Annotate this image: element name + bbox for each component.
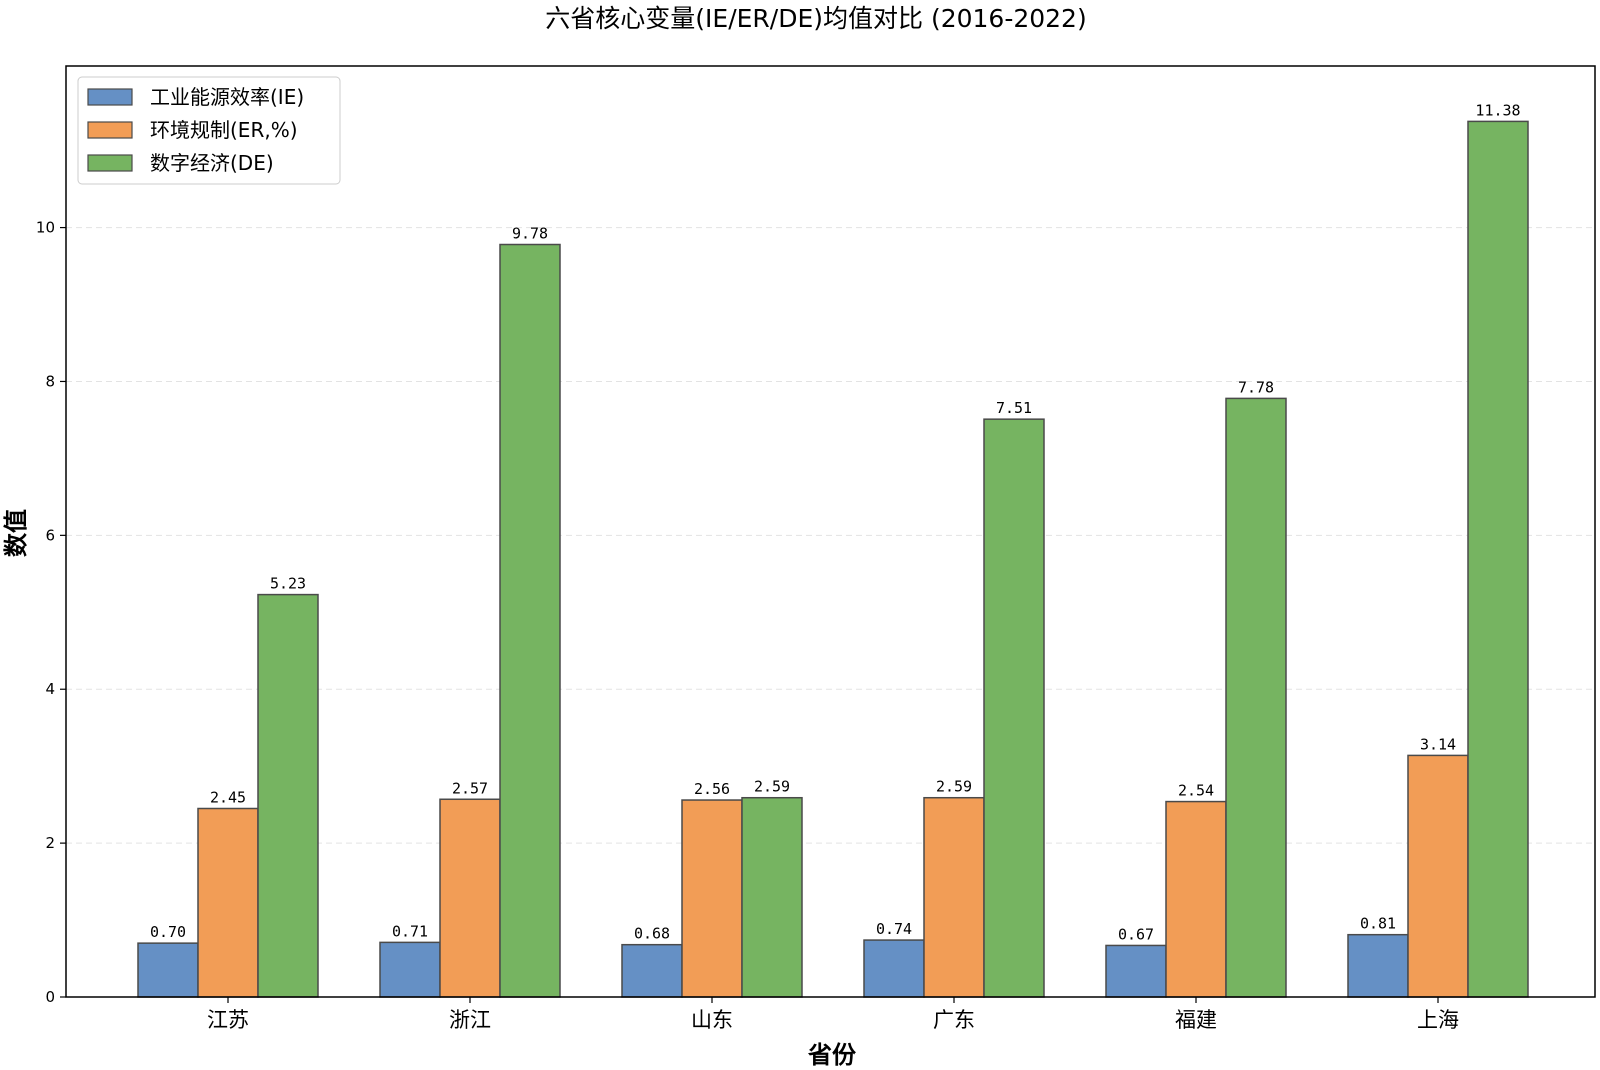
bar-value-label: 2.56 bbox=[694, 780, 730, 798]
bar bbox=[499, 243, 561, 998]
y-tick-label: 4 bbox=[45, 680, 55, 698]
bar bbox=[137, 942, 199, 998]
bar-value-label: 0.68 bbox=[634, 925, 670, 943]
y-tick-label: 8 bbox=[45, 372, 55, 390]
bar-value-label: 0.67 bbox=[1118, 925, 1154, 943]
gridlines bbox=[66, 227, 1595, 844]
legend-swatch bbox=[87, 154, 133, 172]
x-tick-label: 福建 bbox=[1175, 1008, 1217, 1032]
bar bbox=[1225, 397, 1287, 998]
bar bbox=[1165, 800, 1227, 998]
bar-value-label: 3.14 bbox=[1420, 735, 1456, 753]
legend-label: 工业能源效率(IE) bbox=[150, 85, 304, 109]
bar bbox=[1105, 944, 1167, 998]
bar-value-label: 2.54 bbox=[1178, 782, 1214, 800]
bar bbox=[863, 939, 925, 998]
legend-label: 环境规制(ER,%) bbox=[150, 118, 298, 142]
bars bbox=[137, 120, 1529, 998]
bar-value-label: 2.57 bbox=[452, 779, 488, 797]
bar-value-label: 7.51 bbox=[996, 399, 1032, 417]
bar bbox=[1347, 933, 1409, 998]
bar bbox=[741, 796, 803, 998]
bar bbox=[379, 941, 441, 998]
plot-area-frame bbox=[65, 65, 1596, 998]
y-axis-ticks: 0 2 4 6 8 10 bbox=[36, 219, 66, 1006]
bar-value-label: 2.45 bbox=[210, 788, 246, 806]
legend-swatch bbox=[87, 88, 133, 106]
y-tick-label: 6 bbox=[45, 526, 55, 544]
y-tick-label: 2 bbox=[45, 834, 55, 852]
bar-value-label: 11.38 bbox=[1475, 101, 1520, 119]
bar bbox=[197, 807, 259, 998]
bar-value-label: 0.81 bbox=[1360, 915, 1396, 933]
y-tick-label: 0 bbox=[45, 988, 55, 1006]
bar bbox=[621, 943, 683, 998]
x-tick-label: 江苏 bbox=[207, 1008, 249, 1032]
bar bbox=[1407, 754, 1469, 998]
legend: 工业能源效率(IE) 环境规制(ER,%) 数字经济(DE) bbox=[77, 76, 341, 185]
legend-swatch bbox=[87, 121, 133, 139]
bar bbox=[257, 593, 319, 998]
legend-label: 数字经济(DE) bbox=[150, 151, 274, 175]
y-tick-label: 10 bbox=[36, 219, 55, 237]
bar bbox=[439, 798, 501, 998]
x-tick-label: 浙江 bbox=[449, 1008, 491, 1032]
bar-value-label: 2.59 bbox=[754, 778, 790, 796]
bar bbox=[681, 799, 743, 998]
bar-value-label: 2.59 bbox=[936, 778, 972, 796]
y-axis-label: 数值 bbox=[2, 509, 30, 557]
bar-value-label: 7.78 bbox=[1238, 378, 1274, 396]
bar-value-label: 0.71 bbox=[392, 922, 428, 940]
x-axis-ticks: 江苏 浙江 山东 广东 福建 上海 bbox=[207, 997, 1459, 1032]
x-axis-label: 省份 bbox=[807, 1041, 857, 1066]
bar-value-label: 5.23 bbox=[270, 575, 306, 593]
x-tick-label: 广东 bbox=[933, 1008, 975, 1032]
bar-value-label: 0.70 bbox=[150, 923, 186, 941]
x-tick-label: 山东 bbox=[691, 1008, 733, 1032]
bar bbox=[1467, 120, 1529, 998]
x-tick-label: 上海 bbox=[1417, 1008, 1459, 1032]
bar bbox=[983, 418, 1045, 998]
bar-value-label: 0.74 bbox=[876, 920, 912, 938]
bar-value-label: 9.78 bbox=[512, 225, 548, 243]
chart-title: 六省核心变量(IE/ER/DE)均值对比 (2016-2022) bbox=[545, 4, 1086, 33]
bar bbox=[923, 796, 985, 998]
bar-labels: 0.70 0.71 0.68 0.74 0.67 0.81 2.45 2.57 2.56 2.59… bbox=[150, 101, 1521, 943]
legend-box bbox=[77, 76, 341, 185]
